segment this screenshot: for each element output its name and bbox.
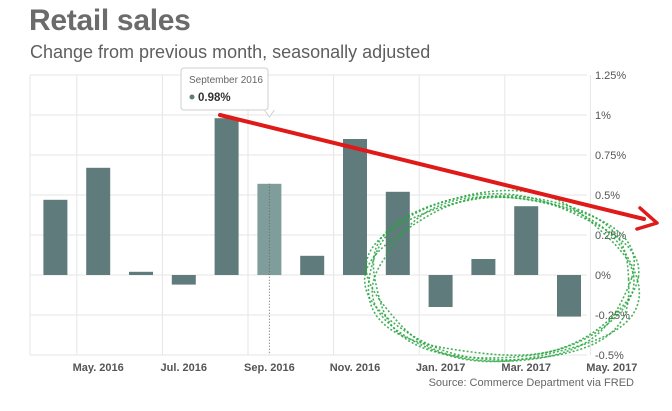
y-tick-label: -0.5% — [595, 350, 624, 362]
y-tick-label: 0.75% — [595, 150, 626, 162]
bars — [43, 118, 581, 317]
bar-apr-2017[interactable] — [557, 275, 581, 317]
bar-feb-2017[interactable] — [471, 259, 496, 275]
bar-apr-2016[interactable] — [43, 199, 68, 275]
tooltip-pointer — [263, 109, 275, 118]
tooltip-title: September 2016 — [189, 75, 263, 86]
y-tick-label: 0.5% — [595, 190, 620, 202]
y-tick-label: 1% — [595, 110, 611, 122]
bar-aug-2016[interactable] — [214, 118, 239, 275]
bar-jun-2016[interactable] — [129, 271, 153, 275]
y-tick-label: -0.25% — [595, 310, 630, 322]
annotations — [218, 113, 659, 363]
x-tick-label: Jul. 2016 — [161, 362, 207, 374]
tooltip: September 2016 0.98% — [180, 67, 275, 355]
gridlines — [29, 74, 591, 356]
green-circle-stroke — [371, 195, 641, 363]
source-note: Source: Commerce Department via FRED — [428, 377, 634, 389]
y-tick-label: 0% — [595, 270, 611, 282]
green-circle-stroke — [363, 195, 630, 361]
red-trend-arrow-head — [635, 206, 659, 231]
x-axis-tick-labels: May. 2016 Jul. 2016 Sep. 2016 Nov. 2016 Jan.… — [73, 362, 638, 374]
x-tick-label: Jan. 2017 — [416, 362, 466, 374]
x-tick-label: Sep. 2016 — [244, 362, 295, 374]
bar-oct-2016[interactable] — [300, 255, 325, 275]
bar-mar-2017[interactable] — [514, 206, 539, 275]
bar-dec-2016[interactable] — [385, 191, 410, 275]
tooltip-series-dot — [189, 94, 195, 100]
chart-subtitle: Change from previous month, seasonally a… — [30, 42, 431, 62]
tooltip-value: 0.98% — [198, 92, 231, 104]
bar-jul-2016[interactable] — [171, 275, 196, 285]
bar-nov-2016[interactable] — [343, 139, 367, 275]
tooltip-box — [180, 67, 269, 111]
bar-may-2016[interactable] — [86, 167, 111, 275]
x-tick-label: May. 2017 — [586, 362, 637, 374]
red-trend-arrow-line — [218, 113, 646, 221]
green-circle-stroke — [365, 196, 636, 363]
x-tick-label: May. 2016 — [73, 362, 124, 374]
x-tick-label: Nov. 2016 — [330, 362, 381, 374]
bar-jan-2017[interactable] — [428, 275, 453, 307]
x-tick-label: Mar. 2017 — [501, 362, 551, 374]
chart-title: Retail sales — [29, 4, 191, 37]
y-tick-label: 1.25% — [595, 70, 626, 82]
